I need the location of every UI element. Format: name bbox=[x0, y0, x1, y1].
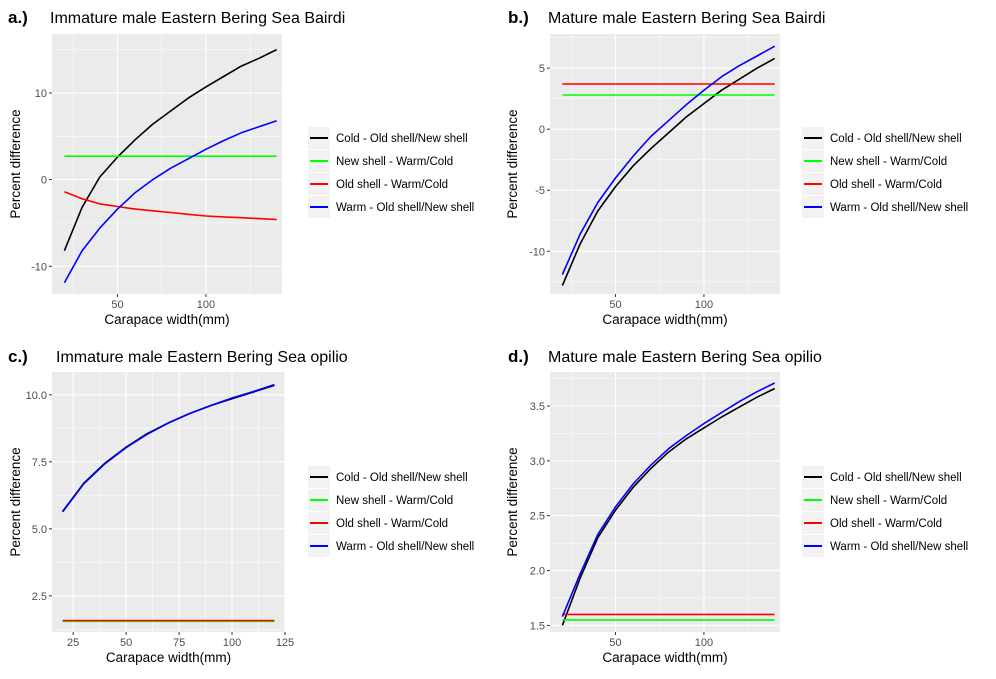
chart-panel-3: c.) Immature male Eastern Bering Sea opil… bbox=[8, 347, 474, 665]
y-axis-title: Percent difference bbox=[505, 109, 520, 218]
legend-label: New shell - Warm/Cold bbox=[830, 156, 947, 168]
legend-label: Cold - Old shell/New shell bbox=[830, 472, 962, 484]
plot-background bbox=[550, 372, 780, 632]
chart-panel-4: d.) Mature male Eastern Bering Sea opilio… bbox=[505, 347, 968, 665]
series-line-cold-old-shell-new-shell bbox=[63, 48, 278, 252]
chart-title: Mature male Eastern Bering Sea opilio bbox=[548, 349, 822, 366]
y-tick-label: 2.5 bbox=[32, 591, 47, 603]
panel-letter: b.) bbox=[508, 8, 529, 27]
panel-letter: a.) bbox=[8, 8, 28, 27]
y-tick-label: 3.0 bbox=[530, 456, 545, 468]
x-axis-title: Carapace width(mm) bbox=[602, 312, 727, 327]
legend-label: New shell - Warm/Cold bbox=[336, 495, 453, 507]
series-line-warm-old-shell-new-shell bbox=[561, 382, 776, 617]
legend-label: Old shell - Warm/Cold bbox=[830, 518, 942, 530]
y-tick-label: -10 bbox=[529, 246, 545, 258]
y-axis-title: Percent difference bbox=[8, 447, 23, 556]
legend: Cold - Old shell/New shell New shell - Wa… bbox=[308, 466, 474, 557]
series-line-old-shell-warm-cold bbox=[64, 190, 277, 221]
legend-label: Cold - Old shell/New shell bbox=[830, 133, 962, 145]
series-line-cold-old-shell-new-shell bbox=[561, 387, 776, 626]
x-tick-label: 125 bbox=[276, 637, 294, 649]
x-tick-label: 100 bbox=[223, 637, 241, 649]
legend: Cold - Old shell/New shell New shell - Wa… bbox=[802, 127, 968, 218]
legend: Cold - Old shell/New shell New shell - Wa… bbox=[802, 466, 968, 557]
y-tick-label: 7.5 bbox=[32, 457, 47, 469]
chart-title: Immature male Eastern Bering Sea Bairdi bbox=[50, 10, 345, 27]
panel-letter: d.) bbox=[508, 347, 529, 366]
legend-label: Warm - Old shell/New shell bbox=[830, 541, 968, 553]
y-tick-label: -10 bbox=[31, 261, 47, 273]
x-tick-label: 50 bbox=[609, 637, 621, 649]
x-tick-label: 50 bbox=[609, 299, 621, 311]
series-line-warm-old-shell-new-shell bbox=[63, 119, 277, 284]
x-tick-label: 100 bbox=[695, 299, 713, 311]
legend-label: Cold - Old shell/New shell bbox=[336, 472, 468, 484]
series-line-warm-old-shell-new-shell bbox=[61, 383, 275, 513]
x-tick-label: 100 bbox=[197, 299, 215, 311]
chart-panel-1: a.) Immature male Eastern Bering Sea Bair… bbox=[8, 8, 474, 327]
y-tick-label: 5 bbox=[539, 63, 545, 75]
legend-label: Warm - Old shell/New shell bbox=[336, 202, 474, 214]
y-axis-title: Percent difference bbox=[8, 109, 23, 218]
chart-title: Mature male Eastern Bering Sea Bairdi bbox=[548, 10, 825, 27]
series-line-cold-old-shell-new-shell bbox=[561, 57, 776, 286]
x-axis-title: Carapace width(mm) bbox=[104, 312, 229, 327]
y-tick-label: 10.0 bbox=[26, 390, 47, 402]
y-axis-title: Percent difference bbox=[505, 447, 520, 556]
legend-label: Cold - Old shell/New shell bbox=[336, 133, 468, 145]
legend-label: New shell - Warm/Cold bbox=[830, 495, 947, 507]
chart-title: Immature male Eastern Bering Sea opilio bbox=[56, 349, 348, 366]
y-tick-label: -5 bbox=[535, 185, 545, 197]
series-line-warm-old-shell-new-shell bbox=[561, 45, 776, 275]
plot-background bbox=[52, 34, 282, 294]
y-tick-label: 1.5 bbox=[530, 620, 545, 632]
legend-label: Warm - Old shell/New shell bbox=[830, 202, 968, 214]
chart-panel-2: b.) Mature male Eastern Bering Sea Bairdi… bbox=[505, 8, 968, 327]
x-axis-title: Carapace width(mm) bbox=[106, 650, 231, 665]
y-tick-label: 2.5 bbox=[530, 511, 545, 523]
legend-label: New shell - Warm/Cold bbox=[336, 156, 453, 168]
x-tick-label: 25 bbox=[67, 637, 79, 649]
y-tick-label: 10 bbox=[35, 88, 47, 100]
y-tick-label: 3.5 bbox=[530, 401, 545, 413]
plot-background bbox=[52, 372, 285, 632]
x-tick-label: 75 bbox=[173, 637, 185, 649]
legend-label: Old shell - Warm/Cold bbox=[336, 518, 448, 530]
y-tick-label: 2.0 bbox=[530, 566, 545, 578]
legend: Cold - Old shell/New shell New shell - Wa… bbox=[308, 127, 474, 218]
y-tick-label: 0 bbox=[41, 175, 47, 187]
y-tick-label: 5.0 bbox=[32, 524, 47, 536]
y-tick-label: 0 bbox=[539, 124, 545, 136]
x-tick-label: 50 bbox=[120, 637, 132, 649]
legend-label: Old shell - Warm/Cold bbox=[830, 179, 942, 191]
legend-label: Old shell - Warm/Cold bbox=[336, 179, 448, 191]
x-tick-label: 50 bbox=[111, 299, 123, 311]
x-tick-label: 100 bbox=[695, 637, 713, 649]
plot-background bbox=[550, 34, 780, 294]
panel-letter: c.) bbox=[8, 347, 28, 366]
x-axis-title: Carapace width(mm) bbox=[602, 650, 727, 665]
legend-label: Warm - Old shell/New shell bbox=[336, 541, 474, 553]
